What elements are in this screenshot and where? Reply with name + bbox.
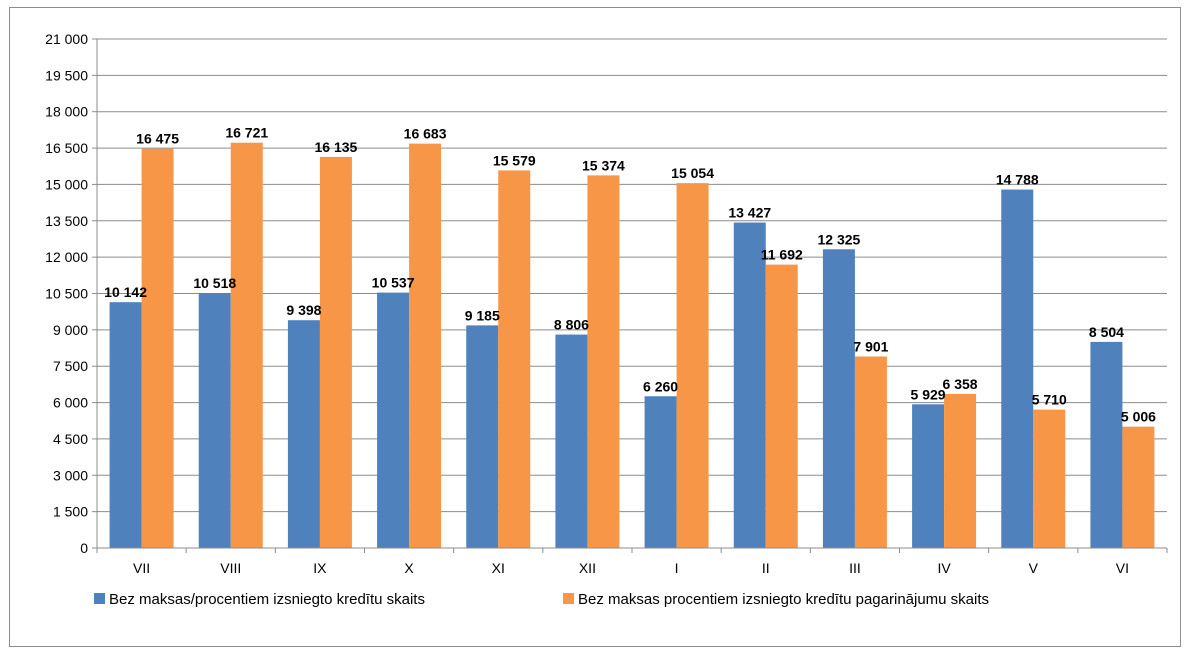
data-label: 9 185 [465, 307, 500, 323]
y-tick-label: 18 000 [45, 104, 88, 120]
y-axis-ticks: 0 1 500 3 000 4 500 6 000 7 500 9 000 10 500 12 … [45, 31, 97, 556]
y-tick-label: 19 500 [45, 67, 88, 83]
x-tick-label: I [675, 560, 679, 576]
x-tick-label: XII [579, 560, 596, 576]
bar-credits [198, 293, 231, 548]
data-label: 12 325 [818, 231, 861, 247]
data-label: 10 518 [193, 275, 236, 291]
legend: Bez maksas/procentiem izsniegto kredītu … [94, 591, 989, 608]
bar-extensions [1122, 426, 1155, 548]
bar-credits [555, 334, 588, 548]
data-label: 16 475 [136, 131, 179, 147]
bar-credits [733, 222, 766, 548]
bar-credits [466, 325, 499, 548]
data-label: 15 054 [671, 165, 714, 181]
bar-credits [1090, 341, 1123, 548]
bar-extensions [409, 143, 442, 548]
x-tick-label: III [849, 560, 861, 576]
bar-credits [377, 292, 410, 548]
y-tick-label: 7 500 [53, 358, 88, 374]
y-tick-label: 13 500 [45, 213, 88, 229]
bar-credits [644, 396, 677, 548]
x-tick-label: VIII [220, 560, 241, 576]
y-tick-label: 4 500 [53, 431, 88, 447]
y-tick-label: 0 [80, 540, 88, 556]
x-tick-label: IV [937, 560, 951, 576]
bar-credits [912, 404, 945, 548]
data-label: 10 142 [104, 284, 147, 300]
y-tick-label: 6 000 [53, 395, 88, 411]
data-label: 5 710 [1032, 392, 1067, 408]
y-tick-label: 16 500 [45, 140, 88, 156]
bar-extensions [141, 148, 174, 549]
x-tick-label: VI [1116, 560, 1129, 576]
data-label: 7 901 [853, 338, 888, 354]
x-tick-label: II [762, 560, 770, 576]
bar-extensions [319, 156, 352, 548]
data-label: 16 683 [404, 126, 447, 142]
data-labels: 10 142 10 518 9 398 10 537 9 185 8 806 6 260 13… [104, 125, 1156, 425]
data-label: 5 929 [911, 386, 946, 402]
x-tick-label: VII [133, 560, 150, 576]
y-tick-label: 3 000 [53, 467, 88, 483]
bar-extensions [944, 393, 977, 548]
bar-credits [287, 320, 320, 548]
data-label: 14 788 [996, 172, 1039, 188]
y-tick-label: 21 000 [45, 31, 88, 47]
data-label: 13 427 [728, 205, 771, 221]
x-tick-label: XI [492, 560, 505, 576]
x-tick-label: IX [313, 560, 327, 576]
data-label: 6 260 [643, 378, 678, 394]
legend-swatch [563, 593, 574, 604]
x-axis-ticks: VII VIII IX X XI XII I II III IV V VI [96, 548, 1168, 576]
bar-extensions [498, 170, 531, 548]
gridlines [97, 38, 1167, 513]
data-label: 8 504 [1089, 324, 1124, 340]
legend-swatch [94, 593, 105, 604]
bar-extensions [765, 264, 798, 548]
bar-extensions [230, 142, 263, 548]
bars [109, 142, 1155, 549]
y-tick-label: 1 500 [53, 504, 88, 520]
bar-credits [822, 249, 855, 548]
data-label: 16 135 [315, 139, 358, 155]
bar-extensions [1033, 409, 1066, 548]
data-label: 16 721 [225, 125, 268, 141]
data-label: 15 374 [582, 157, 625, 173]
y-tick-label: 10 500 [45, 286, 88, 302]
bar-extensions [587, 175, 620, 548]
data-label: 11 692 [761, 247, 803, 263]
bar-credits [1001, 189, 1034, 548]
data-label: 6 358 [943, 376, 978, 392]
legend-label: Bez maksas/procentiem izsniegto kredītu … [109, 591, 425, 608]
legend-label: Bez maksas procentiem izsniegto kredītu … [578, 591, 989, 608]
data-label: 10 537 [372, 275, 415, 291]
y-tick-label: 12 000 [45, 249, 88, 265]
y-tick-label: 15 000 [45, 176, 88, 192]
y-tick-label: 9 000 [53, 322, 88, 338]
bar-extensions [676, 183, 709, 548]
x-tick-label: X [404, 560, 414, 576]
data-label: 5 006 [1121, 409, 1156, 425]
data-label: 8 806 [554, 317, 589, 333]
data-label: 9 398 [286, 302, 321, 318]
bar-credits [109, 302, 142, 548]
x-tick-label: V [1029, 560, 1039, 576]
bar-extensions [854, 356, 887, 548]
data-label: 15 579 [493, 152, 536, 168]
